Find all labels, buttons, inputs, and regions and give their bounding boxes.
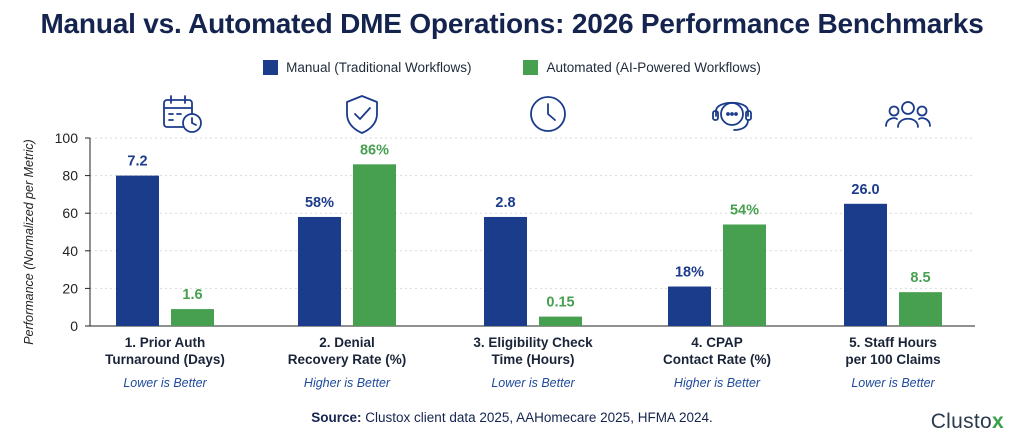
data-label: 0.15 xyxy=(546,295,574,311)
bar-automated xyxy=(723,224,766,326)
y-tick-label: 40 xyxy=(62,243,78,259)
y-tick-label: 60 xyxy=(62,205,78,221)
x-tick-label: 1. Prior Auth xyxy=(125,335,206,350)
category-note: Lower is Better xyxy=(491,376,575,390)
headset-icon-part xyxy=(730,112,734,116)
source-text: Clustox client data 2025, AAHomecare 202… xyxy=(361,410,713,425)
data-label: 18% xyxy=(675,265,704,281)
brand-logo-text: Clusto xyxy=(930,410,993,433)
x-tick-label: 2. Denial xyxy=(319,335,375,350)
people-icon-part xyxy=(916,105,928,117)
headset-icon-part xyxy=(726,112,730,116)
shield-check-icon xyxy=(346,95,378,134)
data-label: 58% xyxy=(305,195,334,211)
legend-item-manual: Manual (Traditional Workflows) xyxy=(263,60,471,75)
category-note: Higher is Better xyxy=(674,376,761,390)
bar-automated xyxy=(353,164,396,326)
clock-icon-part xyxy=(547,103,556,121)
x-tick-label: 4. CPAP xyxy=(691,335,743,350)
bar-automated xyxy=(539,316,582,326)
x-tick-label: 3. Eligibility Check xyxy=(473,335,593,350)
x-tick-label: Time (Hours) xyxy=(491,352,574,367)
x-tick-label: Recovery Rate (%) xyxy=(288,352,407,367)
calendar-clock-icon-part xyxy=(191,117,197,126)
brand-logo: Clustox xyxy=(931,410,1004,434)
source-note: Source: Clustox client data 2025, AAHome… xyxy=(0,410,1024,425)
y-tick-label: 80 xyxy=(62,168,78,184)
bar-manual xyxy=(298,216,341,326)
calendar-clock-icon xyxy=(163,95,202,133)
headset-icon xyxy=(712,101,752,131)
y-tick-label: 20 xyxy=(62,280,78,296)
y-tick-label: 100 xyxy=(55,130,79,146)
brand-logo-mark: x xyxy=(992,410,1004,433)
headset-icon-part xyxy=(733,119,749,131)
bar-manual xyxy=(484,216,527,326)
data-label: 86% xyxy=(360,142,389,158)
legend: Manual (Traditional Workflows) Automated… xyxy=(0,60,1024,75)
headset-icon-part xyxy=(712,110,719,121)
x-tick-label: 5. Staff Hours xyxy=(849,335,937,350)
legend-label-manual: Manual (Traditional Workflows) xyxy=(286,60,472,75)
chart-title: Manual vs. Automated DME Operations: 202… xyxy=(40,8,984,39)
shield-check-icon-part xyxy=(354,107,371,120)
people-icon-part xyxy=(901,101,915,115)
x-tick-label: Contact Rate (%) xyxy=(663,352,771,367)
category-note: Higher is Better xyxy=(304,376,391,390)
data-label: 7.2 xyxy=(127,154,147,170)
data-label: 8.5 xyxy=(910,270,930,286)
shield-check-icon-part xyxy=(346,95,378,134)
legend-label-automated: Automated (AI-Powered Workflows) xyxy=(546,60,761,75)
category-note: Lower is Better xyxy=(851,376,935,390)
bar-automated xyxy=(171,309,214,326)
data-label: 2.8 xyxy=(495,195,515,211)
clock-icon-part xyxy=(530,96,566,132)
headset-icon-part xyxy=(734,112,738,116)
y-axis-label: Performance (Normalized per Metric) xyxy=(22,139,36,345)
x-tick-label: per 100 Claims xyxy=(845,352,940,367)
data-label: 26.0 xyxy=(851,182,879,198)
data-label: 54% xyxy=(730,202,759,218)
x-tick-label: Turnaround (Days) xyxy=(105,352,225,367)
legend-item-automated: Automated (AI-Powered Workflows) xyxy=(523,60,761,75)
bar-manual xyxy=(668,286,711,326)
source-label: Source: xyxy=(311,410,362,425)
clock-icon xyxy=(530,96,566,132)
people-icon xyxy=(885,101,931,128)
legend-swatch-automated xyxy=(523,60,539,75)
people-icon-part xyxy=(888,105,900,117)
people-icon-part xyxy=(918,117,931,127)
people-icon-part xyxy=(897,117,919,128)
bar-manual xyxy=(844,203,887,326)
data-label: 1.6 xyxy=(182,287,202,303)
people-icon-part xyxy=(885,117,898,127)
bar-automated xyxy=(899,292,942,326)
category-note: Lower is Better xyxy=(123,376,207,390)
y-tick-label: 0 xyxy=(70,318,78,334)
bar-manual xyxy=(116,175,159,326)
legend-swatch-manual xyxy=(263,60,279,75)
